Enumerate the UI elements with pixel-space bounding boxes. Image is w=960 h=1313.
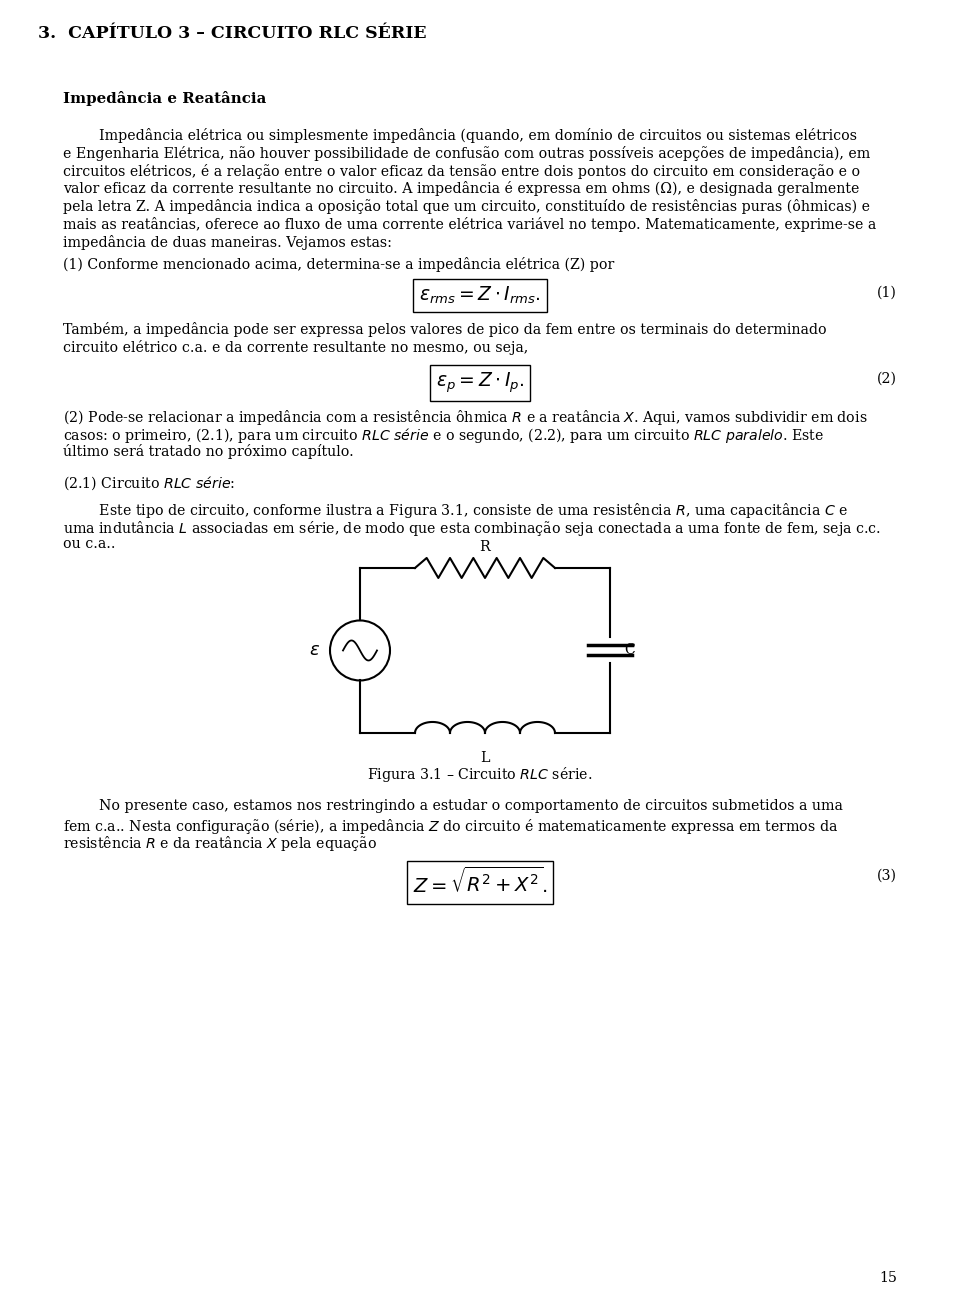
Text: 3.  CAPÍTULO 3 – CIRCUITO RLC SÉRIE: 3. CAPÍTULO 3 – CIRCUITO RLC SÉRIE (38, 25, 426, 42)
Text: Também, a impedância pode ser expressa pelos valores de pico da fem entre os ter: Também, a impedância pode ser expressa p… (63, 323, 827, 337)
Text: circuito elétrico c.a. e da corrente resultante no mesmo, ou seja,: circuito elétrico c.a. e da corrente res… (63, 340, 528, 356)
Text: pela letra Z. A impedância indica a oposição total que um circuito, constituído : pela letra Z. A impedância indica a opos… (63, 200, 870, 214)
Text: (2): (2) (877, 372, 897, 386)
Text: $\varepsilon_{rms} = Z \cdot I_{rms}.$: $\varepsilon_{rms} = Z \cdot I_{rms}.$ (420, 285, 540, 306)
Text: circuitos elétricos, é a relação entre o valor eficaz da tensão entre dois ponto: circuitos elétricos, é a relação entre o… (63, 164, 860, 179)
Text: (2) Pode-se relacionar a impedância com a resistência ôhmica $R$ e a reatância $: (2) Pode-se relacionar a impedância com … (63, 408, 868, 427)
Text: ou c.a..: ou c.a.. (63, 537, 115, 551)
Text: último será tratado no próximo capítulo.: último será tratado no próximo capítulo. (63, 444, 353, 458)
Text: R: R (480, 540, 491, 554)
Text: Este tipo de circuito, conforme ilustra a Figura 3.1, consiste de uma resistênci: Este tipo de circuito, conforme ilustra … (63, 502, 849, 520)
Text: No presente caso, estamos nos restringindo a estudar o comportamento de circuito: No presente caso, estamos nos restringin… (63, 798, 843, 813)
Text: C: C (624, 643, 635, 658)
Text: mais as reatâncias, oferece ao fluxo de uma corrente elétrica variável no tempo.: mais as reatâncias, oferece ao fluxo de … (63, 217, 876, 232)
Text: $\varepsilon_{p} = Z \cdot I_{p}.$: $\varepsilon_{p} = Z \cdot I_{p}.$ (436, 370, 524, 395)
Text: e Engenharia Elétrica, não houver possibilidade de confusão com outras possíveis: e Engenharia Elétrica, não houver possib… (63, 146, 871, 160)
Text: (1) Conforme mencionado acima, determina-se a impedância elétrica (Z) por: (1) Conforme mencionado acima, determina… (63, 256, 614, 272)
Text: impedância de duas maneiras. Vejamos estas:: impedância de duas maneiras. Vejamos est… (63, 235, 392, 249)
Text: Impedância e Reatância: Impedância e Reatância (63, 91, 266, 106)
Text: $Z = \sqrt{R^{2} + X^{2}}.$: $Z = \sqrt{R^{2} + X^{2}}.$ (413, 868, 547, 898)
Text: uma indutância $L$ associadas em série, de modo que esta combinação seja conecta: uma indutância $L$ associadas em série, … (63, 519, 881, 538)
Text: casos: o primeiro, (2.1), para um circuito $RLC$ $série$ e o segundo, (2.2), par: casos: o primeiro, (2.1), para um circui… (63, 425, 825, 445)
Text: $\varepsilon$: $\varepsilon$ (309, 642, 320, 659)
Text: Impedância elétrica ou simplesmente impedância (quando, em domínio de circuitos : Impedância elétrica ou simplesmente impe… (63, 127, 857, 143)
Text: fem c.a.. Nesta configuração (série), a impedância $Z$ do circuito é matematicam: fem c.a.. Nesta configuração (série), a … (63, 817, 838, 835)
Text: 15: 15 (879, 1271, 897, 1285)
Text: (1): (1) (877, 286, 897, 301)
Text: L: L (480, 751, 490, 765)
Text: (3): (3) (877, 868, 897, 882)
Text: (2.1) Circuito $RLC$ $série$:: (2.1) Circuito $RLC$ $série$: (63, 475, 235, 492)
Text: valor eficaz da corrente resultante no circuito. A impedância é expressa em ohms: valor eficaz da corrente resultante no c… (63, 181, 859, 197)
Text: Figura 3.1 – Circuito $RLC$ série.: Figura 3.1 – Circuito $RLC$ série. (368, 765, 592, 784)
Text: resistência $R$ e da reatância $X$ pela equação: resistência $R$ e da reatância $X$ pela … (63, 834, 377, 853)
